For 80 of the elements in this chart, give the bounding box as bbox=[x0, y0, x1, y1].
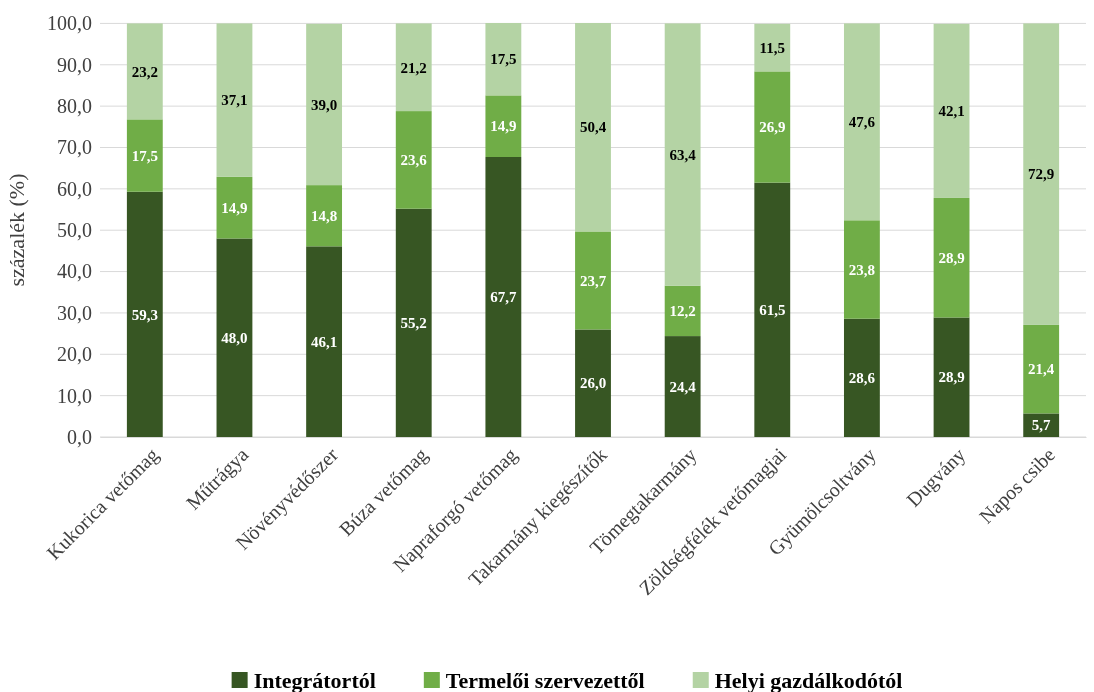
bar bbox=[575, 23, 611, 232]
y-tick-label: 100,0 bbox=[47, 12, 92, 35]
bar bbox=[306, 246, 343, 437]
bar bbox=[126, 191, 163, 437]
data-label: 46,1 bbox=[310, 333, 338, 350]
data-label: 5,7 bbox=[1031, 417, 1052, 434]
data-label: 37,1 bbox=[221, 92, 248, 109]
bar bbox=[575, 231, 611, 330]
data-label: 21,4 bbox=[1028, 361, 1055, 378]
data-label: 63,4 bbox=[669, 146, 697, 163]
bar bbox=[306, 23, 343, 186]
bar bbox=[395, 111, 432, 209]
data-label: 50,4 bbox=[579, 119, 607, 136]
bar bbox=[126, 119, 163, 192]
y-tick-label: 0,0 bbox=[67, 425, 92, 448]
y-tick-label: 80,0 bbox=[57, 95, 92, 118]
bar bbox=[933, 317, 970, 437]
bar bbox=[843, 220, 880, 319]
data-label: 14,9 bbox=[490, 118, 517, 135]
data-label: 72,9 bbox=[1028, 166, 1055, 183]
data-label: 28,6 bbox=[848, 370, 876, 387]
bar bbox=[664, 23, 701, 286]
bar bbox=[933, 197, 970, 318]
y-tick-label: 40,0 bbox=[57, 260, 92, 283]
legend-label: Helyi gazdálkodótól bbox=[714, 667, 903, 692]
bar bbox=[395, 208, 432, 437]
y-tick-label: 30,0 bbox=[57, 301, 92, 324]
data-label: 23,7 bbox=[579, 272, 607, 289]
data-label: 17,5 bbox=[490, 51, 517, 68]
data-label: 42,1 bbox=[938, 103, 965, 120]
y-tick-label: 70,0 bbox=[57, 136, 92, 159]
data-label: 23,6 bbox=[400, 152, 428, 169]
bar bbox=[306, 185, 343, 247]
bar bbox=[754, 182, 791, 437]
data-label: 23,8 bbox=[848, 261, 876, 278]
legend-label: Integrátortól bbox=[253, 667, 376, 692]
data-label: 48,0 bbox=[221, 329, 248, 346]
bar bbox=[933, 23, 970, 198]
data-label: 21,2 bbox=[400, 59, 427, 76]
legend-label: Termelői szervezettől bbox=[445, 667, 645, 692]
bar bbox=[1023, 413, 1060, 437]
y-tick-label: 90,0 bbox=[57, 53, 92, 76]
bar bbox=[843, 23, 880, 221]
data-label: 12,2 bbox=[669, 303, 696, 320]
bar bbox=[216, 23, 253, 177]
bar bbox=[754, 71, 791, 183]
data-label: 67,7 bbox=[490, 289, 517, 306]
bar bbox=[575, 329, 611, 437]
data-label: 61,5 bbox=[759, 302, 786, 319]
bar bbox=[395, 23, 432, 112]
data-label: 55,2 bbox=[400, 315, 427, 332]
data-label: 26,0 bbox=[579, 375, 607, 392]
data-label: 11,5 bbox=[759, 39, 785, 56]
bar bbox=[754, 23, 791, 72]
bar bbox=[664, 285, 701, 337]
data-label: 28,9 bbox=[938, 369, 965, 386]
data-label: 17,5 bbox=[131, 147, 158, 164]
data-label: 59,3 bbox=[131, 306, 158, 323]
bar bbox=[485, 157, 522, 437]
y-tick-label: 10,0 bbox=[57, 384, 92, 407]
data-label: 47,6 bbox=[848, 114, 876, 131]
bar bbox=[664, 336, 701, 437]
data-label: 26,9 bbox=[759, 119, 786, 136]
y-tick-label: 50,0 bbox=[57, 219, 92, 242]
data-label: 23,2 bbox=[131, 63, 158, 80]
bar bbox=[1023, 324, 1060, 414]
bar bbox=[485, 23, 522, 96]
bar bbox=[843, 318, 880, 437]
data-label: 28,9 bbox=[938, 249, 965, 266]
data-label: 14,8 bbox=[310, 207, 338, 224]
bar bbox=[216, 238, 253, 437]
data-label: 14,9 bbox=[221, 199, 248, 216]
bar bbox=[485, 95, 522, 157]
y-axis-title: százalék (%) bbox=[4, 173, 29, 287]
bar bbox=[1023, 23, 1060, 325]
data-label: 39,0 bbox=[310, 96, 338, 113]
bar bbox=[126, 23, 163, 120]
data-label: 24,4 bbox=[669, 378, 697, 395]
y-tick-label: 20,0 bbox=[57, 343, 92, 366]
y-tick-label: 60,0 bbox=[57, 177, 92, 200]
